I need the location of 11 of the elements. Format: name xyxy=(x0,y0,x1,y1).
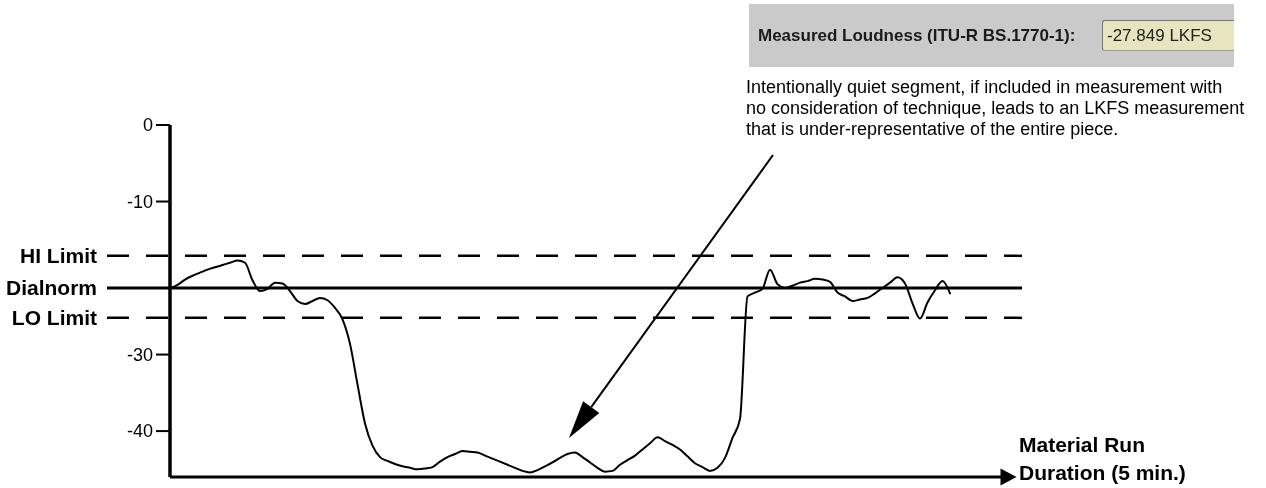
readout-panel: Measured Loudness (ITU-R BS.1770-1): -27.849 LKFS xyxy=(749,4,1234,67)
ref-line-label: Dialnorm xyxy=(5,276,97,300)
y-tick-label: -30 xyxy=(126,344,153,365)
y-tick-label: 0 xyxy=(142,115,153,136)
y-tick-label: -40 xyxy=(126,421,153,442)
y-tick-label: -10 xyxy=(126,191,153,212)
ref-line-label: HI Limit xyxy=(20,244,97,268)
annotation: Intentionally quiet segment, if included in measurement with no consideration of technique, leads to an LKFS measurement that is under-representative of the entire piece. xyxy=(746,77,1246,140)
readout-field: -27.849 LKFS xyxy=(1102,20,1234,51)
x-axis-title: Material Run Duration (5 min.) xyxy=(1019,432,1187,486)
ref-line-label: LO Limit xyxy=(11,306,97,330)
